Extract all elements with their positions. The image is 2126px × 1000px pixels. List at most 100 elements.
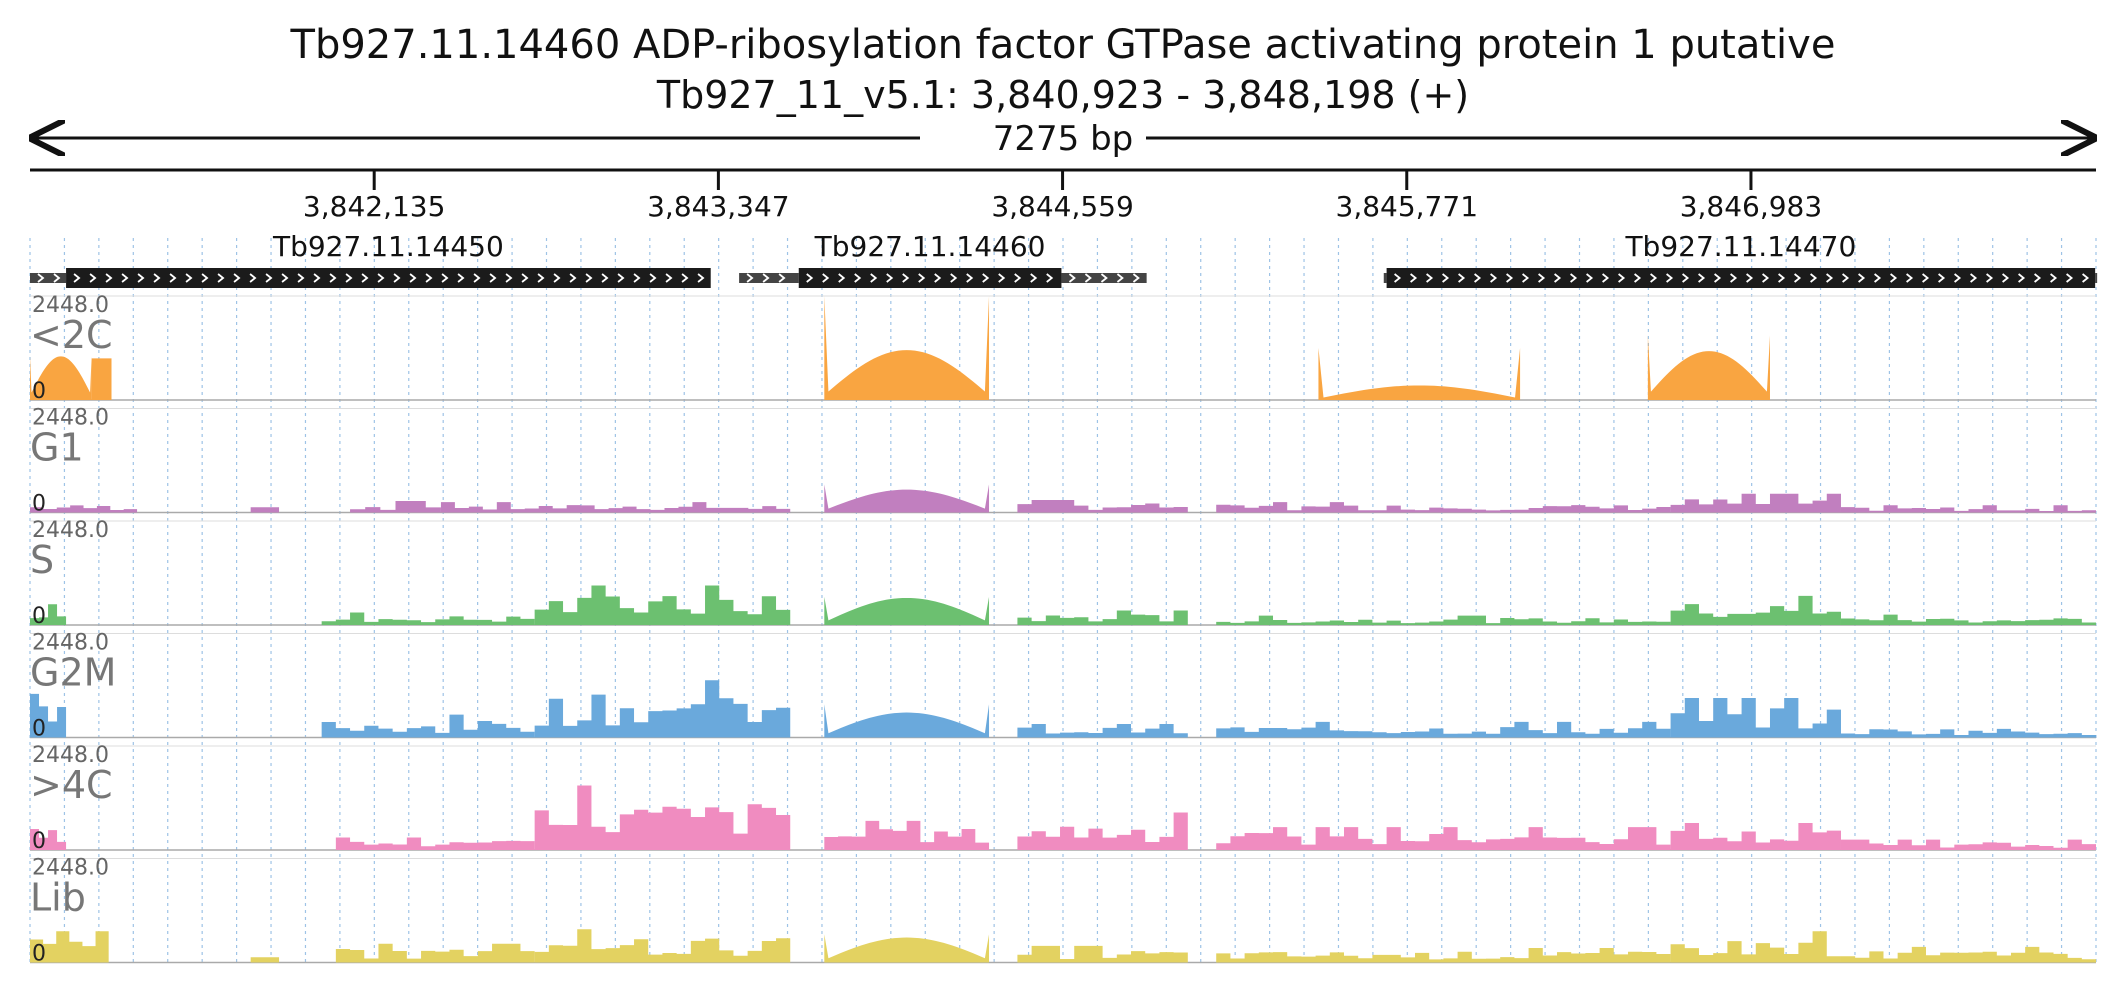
coverage-area — [250, 507, 280, 513]
strand-chevron — [1116, 273, 1124, 283]
gene-utr — [1061, 273, 1147, 283]
strand-chevron — [806, 273, 814, 283]
tick-label: 3,845,771 — [1336, 190, 1479, 223]
strand-chevron — [1954, 273, 1962, 283]
coverage-area — [440, 502, 791, 513]
strand-chevron — [1618, 273, 1626, 283]
span-indicator: 7275 bp — [32, 119, 2094, 159]
tick-label: 3,842,135 — [303, 190, 446, 223]
track-max-label: 2448.0 — [32, 293, 109, 318]
coverage-area — [1017, 945, 1188, 963]
span-length-label: 7275 bp — [993, 119, 1134, 159]
coverage-area — [1670, 595, 1841, 625]
strand-chevron — [918, 273, 926, 283]
chart-subtitle: Tb927_11_v5.1: 3,840,923 - 3,848,198 (+) — [656, 73, 1469, 117]
track-name-label: S — [30, 538, 54, 582]
strand-chevron — [1068, 273, 1076, 283]
strand-chevron — [105, 273, 113, 283]
coverage-area — [1216, 615, 1671, 625]
gene-cds — [1386, 268, 2096, 288]
strand-chevron — [1570, 273, 1578, 283]
coverage-area — [1017, 610, 1188, 625]
chart-title: Tb927.11.14460 ADP-ribosylation factor G… — [290, 22, 1836, 68]
strand-chevron — [902, 273, 910, 283]
strand-chevron — [2018, 273, 2026, 283]
track-name-label: <2C — [30, 313, 113, 357]
strand-chevron — [537, 273, 545, 283]
strand-chevron — [37, 273, 45, 283]
strand-chevron — [886, 273, 894, 283]
coverage-area — [1840, 505, 2096, 513]
strand-chevron — [553, 273, 561, 283]
strand-chevron — [1858, 273, 1866, 283]
strand-chevron — [121, 273, 129, 283]
strand-chevron — [998, 273, 1006, 283]
strand-chevron — [746, 273, 754, 283]
strand-chevron — [1474, 273, 1482, 283]
track-1: 2448.0G1 0 — [30, 406, 2096, 517]
gene-label: Tb927.11.14450 — [272, 230, 504, 263]
gene-utr — [30, 273, 67, 283]
strand-chevron — [1682, 273, 1690, 283]
strand-chevron — [1506, 273, 1514, 283]
strand-chevron — [2082, 273, 2090, 283]
strand-chevron — [1522, 273, 1530, 283]
track-name-label: G1 — [30, 426, 84, 470]
strand-chevron — [1874, 273, 1882, 283]
coverage-area — [321, 612, 535, 625]
strand-chevron — [1538, 273, 1546, 283]
gene-cds — [798, 268, 1062, 288]
strand-chevron — [441, 273, 449, 283]
strand-chevron — [1458, 273, 1466, 283]
strand-chevron — [1132, 273, 1140, 283]
strand-chevron — [1938, 273, 1946, 283]
strand-chevron — [1970, 273, 1978, 283]
track-4: 2448.0>4C 0 — [30, 743, 2096, 854]
coverage-area — [350, 501, 441, 513]
strand-chevron — [966, 273, 974, 283]
coverage-area — [1017, 723, 1188, 738]
strand-chevron — [457, 273, 465, 283]
strand-chevron — [489, 273, 497, 283]
strand-chevron — [425, 273, 433, 283]
strand-chevron — [838, 273, 846, 283]
strand-chevron — [697, 273, 705, 283]
strand-chevron — [681, 273, 689, 283]
tick-label: 3,844,559 — [991, 190, 1134, 223]
coverage-area — [1840, 946, 2096, 963]
coverage-area — [824, 934, 990, 963]
strand-chevron — [1842, 273, 1850, 283]
coverage-area — [534, 785, 791, 850]
strand-chevron — [633, 273, 641, 283]
track-zero-label: 0 — [32, 379, 46, 404]
gene-annotation-track: Tb927.11.14450 Tb927.11.14460 Tb927.11.144… — [30, 230, 2098, 288]
strand-chevron — [1634, 273, 1642, 283]
strand-chevron — [822, 273, 830, 283]
track-zero-label: 0 — [32, 942, 46, 967]
coverage-area — [1216, 827, 1671, 850]
strand-chevron — [153, 273, 161, 283]
coverage-area — [30, 693, 67, 738]
strand-chevron — [870, 273, 878, 283]
strand-chevron — [1730, 273, 1738, 283]
track-zero-label: 0 — [32, 717, 46, 742]
track-max-label: 2448.0 — [32, 406, 109, 431]
strand-chevron — [585, 273, 593, 283]
gene-utr — [1383, 273, 1387, 283]
track-name-label: G2M — [30, 651, 116, 695]
coordinate-ticks: 3,842,135 3,843,347 3,844,559 3,845,771 3,84… — [303, 170, 1822, 223]
coverage-area — [1647, 335, 1770, 400]
strand-chevron — [1394, 273, 1402, 283]
coverage-area — [30, 356, 92, 400]
track-max-label: 2448.0 — [32, 631, 109, 656]
coverage-area — [534, 680, 791, 738]
tick-label: 3,843,347 — [647, 190, 790, 223]
strand-chevron — [569, 273, 577, 283]
strand-chevron — [854, 273, 862, 283]
coverage-area — [1216, 721, 1671, 738]
strand-chevron — [185, 273, 193, 283]
track-2: 2448.0S 0 — [30, 518, 2096, 629]
track-zero-label: 0 — [32, 492, 46, 517]
